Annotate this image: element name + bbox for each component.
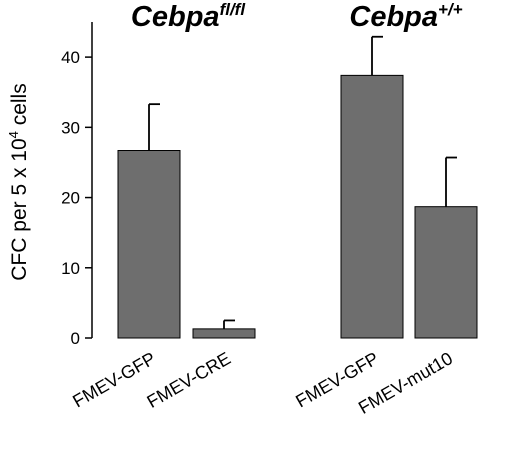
group-title-genotype: +/+ (438, 0, 463, 19)
y-tick-label-30: 30 (61, 118, 80, 137)
y-axis-ticks: 0 10 20 30 40 (61, 48, 92, 348)
y-axis-title-main: CFC per 5 x 10 (8, 138, 31, 280)
bar-1 (117, 150, 181, 339)
y-axis-title-tail: cells (8, 83, 31, 131)
bar-series (117, 74, 478, 339)
bar-4 (414, 206, 478, 339)
category-label-2: FMEV-CRE (143, 348, 234, 412)
group-title-gene: Cebpa (349, 1, 438, 33)
group-title-genotype: fl/fl (220, 0, 247, 19)
y-tick-label-0: 0 (71, 329, 80, 348)
y-axis-title: CFC per 5 x 104 cells (6, 83, 31, 280)
bar-2 (192, 328, 256, 339)
group-title-cebpa-flfl: Cebpafl/fl (131, 0, 246, 33)
y-axis-title-superscript: 4 (6, 131, 21, 138)
bar-3 (340, 74, 404, 339)
error-bars (148, 35, 457, 329)
y-tick-label-10: 10 (61, 259, 80, 278)
group-title-cebpa-wt: Cebpa+/+ (349, 0, 462, 33)
category-label-1: FMEV-GFP (69, 348, 159, 411)
chart-axes: 0 10 20 30 40 (61, 22, 93, 348)
y-tick-label-40: 40 (61, 48, 80, 67)
y-tick-label-20: 20 (61, 189, 80, 208)
group-title-gene: Cebpa (131, 1, 220, 33)
